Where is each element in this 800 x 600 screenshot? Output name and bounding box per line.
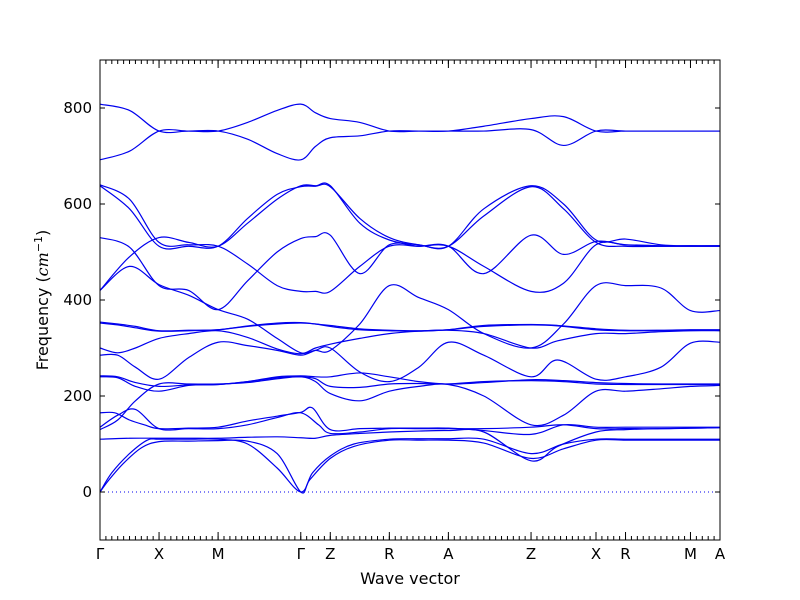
band-1 xyxy=(99,438,720,494)
band-17 xyxy=(99,183,720,250)
plot-frame xyxy=(99,59,721,541)
y-tick-labels: 0 200 400 600 800 xyxy=(63,99,92,501)
x-tick-label: M xyxy=(684,545,697,563)
band-3 xyxy=(99,427,721,462)
band-8 xyxy=(99,372,720,388)
axis-ticks xyxy=(99,60,721,540)
band-13 xyxy=(99,265,721,354)
y-tick-label: 0 xyxy=(82,483,92,501)
y-tick-label: 800 xyxy=(63,99,92,117)
x-tick-label: A xyxy=(443,545,454,563)
x-tick-label: R xyxy=(384,545,394,563)
y-tick-label: 200 xyxy=(63,387,92,405)
x-tick-label: Z xyxy=(526,545,536,563)
band-6 xyxy=(99,376,721,431)
x-tick-label: Γ xyxy=(297,545,306,563)
band-10 xyxy=(99,329,721,355)
x-tick-label: X xyxy=(154,545,164,563)
band-18 xyxy=(99,103,720,161)
x-tick-label: R xyxy=(620,545,630,563)
band-12 xyxy=(99,321,721,332)
band-4 xyxy=(99,408,721,435)
y-tick-label: 600 xyxy=(63,195,92,213)
band-2 xyxy=(99,437,720,493)
x-axis-label: Wave vector xyxy=(360,569,460,588)
band-16 xyxy=(99,184,720,294)
band-14 xyxy=(99,182,721,291)
band-lines xyxy=(99,103,721,494)
band-7 xyxy=(99,376,720,392)
x-tick-label: M xyxy=(212,545,225,563)
x-tick-label: X xyxy=(591,545,601,563)
band-5 xyxy=(99,406,720,436)
y-axis-label: Frequency (cm−1) xyxy=(32,230,53,371)
x-tick-label: Γ xyxy=(96,545,105,563)
x-tick-label: Z xyxy=(325,545,335,563)
y-tick-label: 400 xyxy=(63,291,92,309)
band-19 xyxy=(99,103,720,161)
band-9 xyxy=(99,340,721,383)
x-tick-label: A xyxy=(715,545,726,563)
